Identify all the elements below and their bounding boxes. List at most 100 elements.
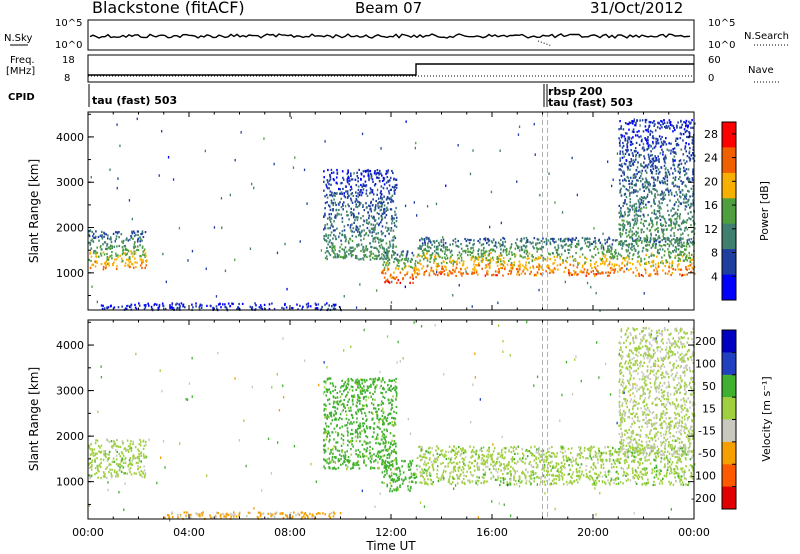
echo-cell [648,155,650,158]
echo-cell [351,398,354,401]
echo-cell [672,130,674,133]
echo-cell [639,238,641,241]
echo-cell [547,265,550,268]
echo-cell [433,250,436,253]
echo-cell [408,265,410,268]
echo-cell [533,247,535,250]
echo-cell [556,264,559,267]
echo-cell [364,255,366,258]
echo-cell [618,163,621,167]
echo-cell [549,271,551,274]
echo-cell [629,204,631,207]
echo-cell [480,244,483,247]
echo-cell [592,256,595,259]
echo-cell [380,230,383,233]
echo-cell [663,218,666,221]
colorbar-tick-label: 20 [704,175,718,188]
echo-cell [100,304,103,307]
echo-cell [389,412,392,416]
echo-cell [359,390,362,393]
echo-cell [495,261,498,264]
echo-cell [673,234,676,237]
echo-cell [449,250,452,253]
echo-cell [643,257,646,261]
echo-cell [369,254,372,257]
echo-cell [635,210,638,213]
echo-cell [96,261,98,264]
noise-cell [187,259,189,262]
echo-cell [375,385,377,388]
echo-cell [654,129,657,132]
echo-cell [454,241,457,244]
echo-cell [355,216,357,219]
echo-cell [636,214,639,217]
echo-cell [624,139,626,142]
echo-cell [388,250,390,253]
echo-cell [651,157,654,160]
echo-cell [164,307,167,311]
echo-cell [630,160,633,163]
echo-cell [596,248,599,251]
echo-cell [354,463,356,467]
echo-cell [381,271,383,274]
echo-cell [451,253,454,257]
echo-cell [103,235,105,238]
echo-cell [502,244,504,247]
echo-cell [471,251,473,254]
echo-cell [626,203,628,206]
echo-cell [645,118,648,122]
echo-cell [492,238,495,241]
echo-cell [435,268,438,271]
echo-cell [638,463,641,466]
echo-cell [619,144,621,147]
echo-cell [387,465,389,468]
echo-cell [628,189,630,192]
echo-cell [372,412,374,415]
echo-cell [396,258,399,261]
echo-cell [356,436,359,439]
echo-cell [447,462,450,465]
echo-cell [352,194,355,197]
echo-cell [653,240,655,243]
echo-cell [619,152,621,155]
echo-cell [443,269,445,272]
echo-cell [626,250,628,253]
echo-cell [569,244,571,247]
echo-cell [637,256,639,259]
echo-cell [649,183,651,186]
echo-cell [656,272,658,275]
echo-cell [370,411,373,414]
echo-cell [385,448,388,451]
echo-cell [683,198,685,201]
echo-cell [385,214,388,217]
echo-cell [691,253,693,256]
echo-cell [330,460,333,463]
echo-cell [356,463,358,466]
echo-cell [410,486,412,489]
echo-cell [684,162,686,165]
echo-cell [346,250,348,253]
echo-cell [355,235,357,238]
echo-cell [667,248,669,251]
echo-cell [393,387,395,390]
echo-cell [433,258,435,261]
echo-cell [356,206,359,209]
echo-cell [632,128,635,131]
echo-cell [348,398,350,401]
echo-cell [362,215,364,218]
echo-cell [361,392,363,395]
echo-cell [382,378,384,382]
echo-cell [692,240,694,243]
echo-cell [494,274,497,277]
echo-cell [608,250,610,253]
echo-cell [563,238,566,241]
echo-cell [584,256,586,259]
echo-cell [673,164,676,167]
echo-cell [689,147,691,150]
echo-cell [499,263,502,266]
echo-cell [324,227,327,230]
echo-cell [391,463,394,466]
echo-cell [652,135,654,138]
echo-cell [545,455,548,458]
echo-cell [581,246,583,250]
